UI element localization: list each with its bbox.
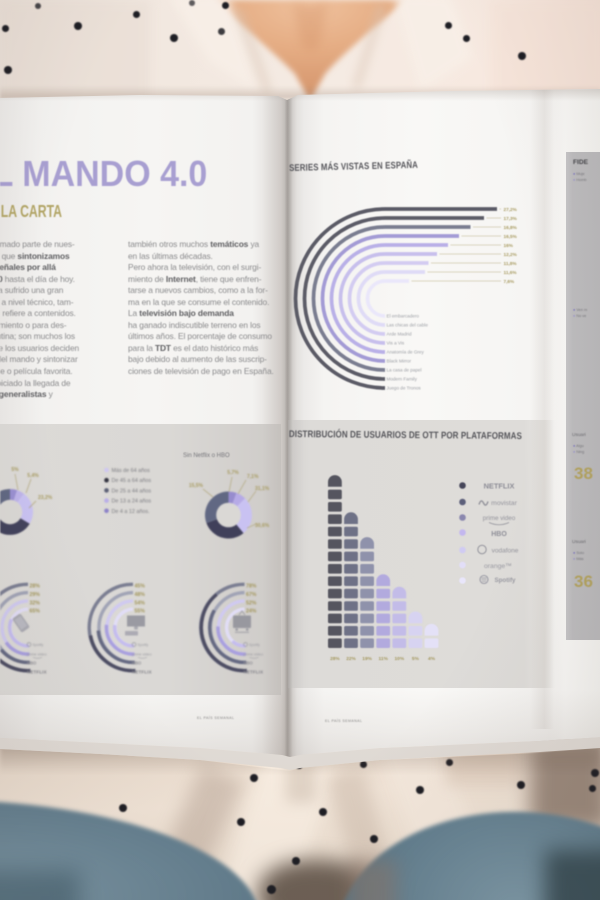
svg-text:Spotify: Spotify bbox=[249, 643, 260, 647]
svg-text:prime video: prime video bbox=[483, 515, 516, 522]
svg-text:vodafone: vodafone bbox=[492, 548, 519, 555]
svg-text:La casa de papel: La casa de papel bbox=[387, 368, 422, 373]
svg-text:54%: 54% bbox=[135, 600, 146, 606]
svg-text:Spotify: Spotify bbox=[495, 577, 517, 584]
svg-text:16%: 16% bbox=[504, 243, 514, 248]
svg-text:Anatomía de Grey: Anatomía de Grey bbox=[387, 350, 425, 355]
svg-text:5,7%: 5,7% bbox=[227, 470, 239, 476]
svg-text:orange™: orange™ bbox=[484, 563, 512, 570]
svg-text:11%: 11% bbox=[379, 656, 389, 662]
svg-text:Vis a Vis: Vis a Vis bbox=[387, 341, 405, 346]
svg-text:28%: 28% bbox=[30, 584, 41, 590]
svg-text:15,5%: 15,5% bbox=[189, 483, 204, 489]
svg-text:De 4 a 12 años.: De 4 a 12 años. bbox=[112, 509, 150, 515]
svg-text:27,2%: 27,2% bbox=[504, 207, 518, 212]
svg-text:11,6%: 11,6% bbox=[504, 270, 518, 275]
svg-text:65%: 65% bbox=[30, 609, 41, 615]
svg-text:NETFLIX: NETFLIX bbox=[484, 482, 515, 491]
svg-text:24%: 24% bbox=[246, 609, 257, 615]
svg-text:5,4%: 5,4% bbox=[27, 473, 39, 479]
svg-text:NETFLIX: NETFLIX bbox=[244, 670, 264, 675]
svg-text:7,6%: 7,6% bbox=[504, 279, 516, 284]
svg-text:5%: 5% bbox=[11, 467, 19, 473]
svg-text:17,3%: 17,3% bbox=[504, 216, 518, 221]
svg-text:Black Mirror: Black Mirror bbox=[387, 359, 412, 364]
svg-text:Más de 64 años: Más de 64 años bbox=[112, 468, 151, 474]
svg-text:Juego de Tronos: Juego de Tronos bbox=[387, 386, 422, 391]
svg-text:HBO: HBO bbox=[244, 661, 254, 666]
svg-text:Spotify: Spotify bbox=[138, 643, 149, 647]
svg-text:30,6%: 30,6% bbox=[255, 523, 270, 529]
svg-text:HBO: HBO bbox=[491, 531, 507, 538]
svg-text:55%: 55% bbox=[135, 609, 146, 615]
svg-text:48%: 48% bbox=[135, 592, 146, 598]
svg-text:23,2%: 23,2% bbox=[38, 495, 53, 501]
svg-text:HBO: HBO bbox=[132, 661, 142, 666]
svg-text:Spotify: Spotify bbox=[33, 643, 44, 647]
svg-text:De 25 a 44 años: De 25 a 44 años bbox=[112, 488, 152, 494]
svg-text:31,1%: 31,1% bbox=[255, 486, 270, 492]
svg-text:HBO: HBO bbox=[27, 661, 37, 666]
svg-text:4%: 4% bbox=[428, 656, 436, 662]
svg-text:16,5%: 16,5% bbox=[504, 234, 518, 239]
svg-text:10%: 10% bbox=[394, 656, 404, 662]
svg-text:prime video: prime video bbox=[27, 653, 47, 657]
svg-text:NETFLIX: NETFLIX bbox=[132, 670, 152, 675]
svg-text:Las chicas del cable: Las chicas del cable bbox=[387, 323, 429, 328]
svg-text:29%: 29% bbox=[30, 592, 41, 598]
svg-text:movistar: movistar bbox=[491, 500, 517, 507]
svg-text:12,2%: 12,2% bbox=[504, 252, 518, 257]
svg-text:67%: 67% bbox=[246, 592, 257, 598]
svg-text:NETFLIX: NETFLIX bbox=[27, 670, 47, 675]
svg-text:5%: 5% bbox=[412, 656, 420, 662]
svg-text:prime video: prime video bbox=[132, 653, 152, 657]
svg-text:52%: 52% bbox=[246, 600, 257, 606]
svg-text:22%: 22% bbox=[346, 656, 356, 662]
svg-text:16,8%: 16,8% bbox=[504, 225, 518, 230]
svg-text:19%: 19% bbox=[362, 656, 372, 662]
svg-text:45%: 45% bbox=[135, 584, 146, 590]
svg-text:Modern Family: Modern Family bbox=[387, 377, 418, 382]
svg-text:7,1%: 7,1% bbox=[247, 474, 259, 480]
svg-text:32%: 32% bbox=[30, 600, 41, 606]
svg-text:El embarcadero: El embarcadero bbox=[387, 314, 420, 319]
svg-text:Arde Madrid: Arde Madrid bbox=[387, 332, 412, 337]
svg-text:De 45 a 64 años: De 45 a 64 años bbox=[112, 478, 152, 484]
svg-text:prime video: prime video bbox=[244, 653, 264, 657]
svg-text:78%: 78% bbox=[246, 584, 257, 590]
svg-text:28%: 28% bbox=[330, 656, 340, 662]
svg-text:11,8%: 11,8% bbox=[504, 261, 518, 266]
svg-text:De 13 a 24 años: De 13 a 24 años bbox=[112, 499, 152, 505]
